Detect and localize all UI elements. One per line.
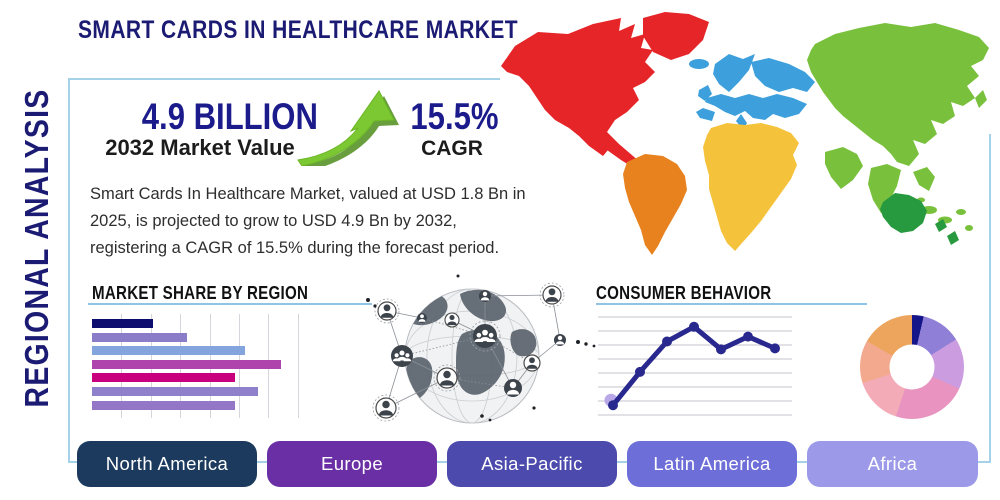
bar-chart bbox=[92, 319, 302, 414]
continent-africa bbox=[703, 123, 799, 251]
bar-chart-underline bbox=[88, 303, 372, 305]
vertical-section-label: REGIONAL ANALYSIS bbox=[18, 88, 55, 408]
bar-region-share bbox=[92, 386, 258, 396]
region-button-africa[interactable]: Africa bbox=[807, 441, 978, 487]
market-summary-text: Smart Cards In Healthcare Market, valued… bbox=[90, 185, 526, 257]
line-point bbox=[662, 336, 672, 347]
bar-chart-gridline bbox=[297, 314, 299, 418]
line-point bbox=[743, 331, 753, 342]
continent-europe bbox=[689, 54, 815, 130]
line-point bbox=[689, 321, 699, 332]
frame-line-top bbox=[68, 78, 500, 80]
region-button-europe[interactable]: Europe bbox=[267, 441, 437, 487]
region-button-latin-america[interactable]: Latin America bbox=[627, 441, 797, 487]
network-nodes bbox=[372, 282, 566, 422]
donut-chart bbox=[860, 315, 964, 419]
bar-region-share bbox=[92, 373, 235, 383]
region-button-asia-pacific[interactable]: Asia-Pacific bbox=[447, 441, 617, 487]
bar-region-share bbox=[92, 400, 235, 410]
bar-region-share bbox=[92, 332, 187, 342]
frame-line-left bbox=[68, 78, 70, 462]
global-network-graphic bbox=[366, 274, 596, 424]
continent-north-america bbox=[501, 12, 709, 170]
line-point bbox=[770, 343, 780, 354]
world-map bbox=[501, 12, 989, 255]
frame-line-right bbox=[989, 134, 991, 462]
line-point bbox=[635, 366, 645, 377]
line-chart bbox=[598, 316, 792, 416]
region-button-row: North America Europe Asia-Pacific Latin Ame… bbox=[77, 441, 978, 487]
line-point bbox=[608, 400, 618, 411]
bar-chart-title: MARKET SHARE BY REGION bbox=[92, 283, 309, 303]
continent-australia bbox=[880, 193, 959, 245]
growth-arrow-icon bbox=[297, 90, 399, 166]
market-value-caption: 2032 Market Value bbox=[105, 135, 295, 160]
region-button-north-america[interactable]: North America bbox=[77, 441, 257, 487]
line-point bbox=[716, 344, 726, 355]
cagr-value: 15.5% bbox=[410, 96, 499, 137]
line-chart-underline bbox=[596, 303, 867, 305]
cagr-caption: CAGR bbox=[421, 137, 483, 160]
page-title: SMART CARDS IN HEALTHCARE MARKET bbox=[78, 16, 519, 44]
bar-region-share bbox=[92, 319, 153, 328]
donut-hole bbox=[889, 344, 935, 390]
continent-asia bbox=[807, 23, 989, 231]
bar-region-share bbox=[92, 346, 246, 356]
bar-region-share bbox=[92, 359, 281, 369]
network-dots bbox=[366, 274, 596, 422]
continent-south-america bbox=[623, 154, 687, 255]
line-chart-title: CONSUMER BEHAVIOR bbox=[596, 283, 772, 303]
market-value-2032: 4.9 BILLION bbox=[141, 96, 318, 137]
